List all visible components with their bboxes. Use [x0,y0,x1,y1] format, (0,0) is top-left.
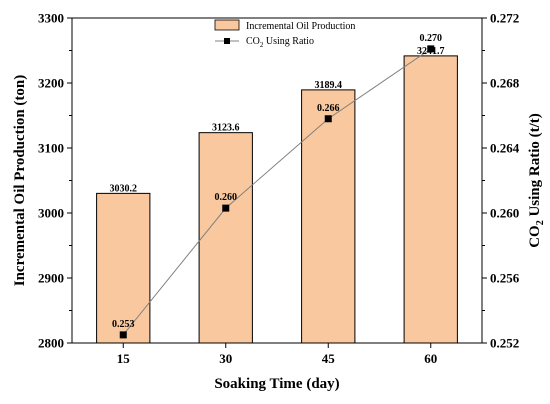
y2-tick-label: 0.252 [490,336,519,351]
y-tick-label: 2900 [38,271,64,286]
legend-bar-label: Incremental Oil Production [246,21,355,32]
ratio-value-label: 0.270 [420,33,443,44]
y2-tick-label: 0.272 [490,11,519,26]
bar [403,55,458,344]
ratio-marker [427,45,435,53]
ratio-marker [119,331,127,339]
axes-layer: 2800 2900 3000 3100 3200 3300 0.252 0.256 0.260 0… [38,11,520,367]
x-tick-label: 30 [219,351,232,366]
y2-axis-title-rest: Using Ratio (t/t) [527,113,543,220]
y-tick-label: 2800 [38,336,64,351]
legend-line-label-sub: 2 [260,41,264,49]
legend-line-label-rest: Using Ratio [263,36,314,47]
bar [198,132,253,344]
line-layer [119,45,435,339]
ratio-value-label: 0.260 [215,192,238,203]
x-tick-label: 45 [322,351,336,366]
ratio-value-label: 0.253 [112,319,135,330]
y-tick-label: 3100 [38,141,64,156]
bars-layer [96,55,458,344]
ratio-marker [222,204,230,212]
y-tick-label: 3000 [38,206,64,221]
y-tick-label: 3200 [38,76,64,91]
bar-value-label: 3241.7 [417,46,445,57]
x-axis-title: Soaking Time (day) [214,376,339,392]
bar-value-label: 3189.4 [315,80,343,91]
y2-axis-title-sub: 2 [535,220,546,225]
legend-line-label: CO2 Using Ratio [246,36,314,49]
x-tick-label: 60 [424,351,437,366]
bar-value-label: 3030.2 [110,183,138,194]
y-tick-label: 3300 [38,11,64,26]
y2-tick-label: 0.268 [490,76,520,91]
y2-tick-label: 0.264 [490,141,520,156]
y2-tick-label: 0.256 [490,271,520,286]
legend-line-marker [224,38,230,44]
y2-axis-title: CO2 Using Ratio (t/t) [527,113,546,248]
ratio-line [122,48,432,336]
data-labels-layer: 3030.2 3123.6 3189.4 3241.7 0.253 0.260 0.266 0… [110,33,445,330]
ratio-value-label: 0.266 [317,103,340,114]
bar [96,192,151,344]
bar-value-label: 3123.6 [212,123,240,134]
y-axis-title: Incremental Oil Production (ton) [12,75,28,287]
y2-tick-label: 0.260 [490,206,519,221]
bar [301,89,356,344]
y2-axis-title-main: CO [527,225,543,248]
legend: Incremental Oil Production CO2 Using Rat… [214,19,355,49]
x-tick-label: 15 [117,351,131,366]
legend-line-label-main: CO [246,36,260,47]
ratio-marker [324,115,332,123]
legend-bar-swatch [214,19,240,31]
